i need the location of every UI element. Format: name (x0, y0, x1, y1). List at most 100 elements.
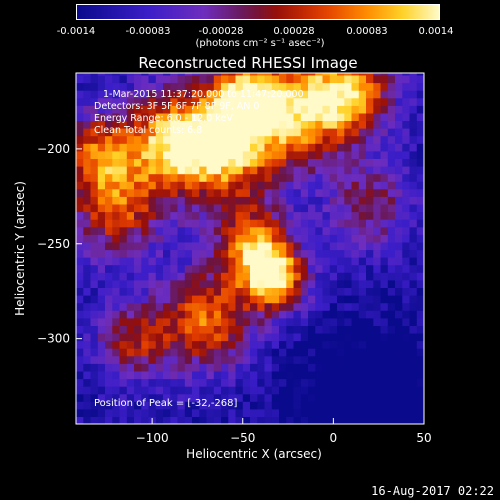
heatmap-cell (148, 188, 157, 197)
heatmap-cell (177, 257, 186, 266)
heatmap-cell (163, 226, 171, 235)
heatmap-cell (105, 97, 113, 106)
heatmap-cell (373, 105, 382, 114)
heatmap-cell (300, 416, 309, 424)
heatmap-cell (97, 120, 106, 129)
heatmap-cell (213, 82, 222, 91)
heatmap-cell (257, 97, 266, 106)
heatmap-cell (206, 279, 215, 288)
heatmap-cell (184, 143, 193, 152)
heatmap-cell (358, 105, 367, 114)
heatmap-cell (264, 249, 273, 258)
heatmap-cell (315, 97, 324, 106)
heatmap-cell (286, 393, 295, 402)
heatmap-cell (170, 340, 179, 349)
heatmap-cell (221, 173, 229, 182)
heatmap-cell (271, 135, 280, 144)
heatmap-cell (76, 73, 84, 76)
heatmap-cell (206, 73, 215, 76)
heatmap-cell (134, 363, 142, 372)
heatmap-cell (402, 97, 411, 106)
heatmap-cell (387, 128, 396, 137)
heatmap-cell (105, 173, 113, 182)
heatmap-cell (351, 272, 360, 281)
heatmap-cell (286, 249, 295, 258)
heatmap-cell (242, 317, 251, 326)
heatmap-cell (76, 90, 84, 99)
heatmap-cell (293, 249, 302, 258)
heatmap-cell (155, 287, 164, 296)
heatmap-cell (90, 295, 99, 304)
heatmap-cell (366, 196, 374, 205)
heatmap-cell (344, 105, 353, 114)
heatmap-cell (112, 310, 121, 319)
heatmap-cell (97, 340, 106, 349)
heatmap-cell (213, 73, 222, 76)
heatmap-cell (213, 166, 222, 175)
heatmap-cell (402, 416, 411, 424)
heatmap-cell (315, 90, 324, 99)
heatmap-cell (380, 332, 389, 342)
heatmap-cell (119, 386, 128, 395)
heatmap-cell (235, 97, 244, 106)
heatmap-cell (409, 401, 418, 410)
heatmap-cell (184, 264, 193, 273)
heatmap-cell (221, 166, 229, 175)
heatmap-cell (235, 90, 244, 99)
heatmap-cell (134, 249, 142, 258)
heatmap-cell (416, 74, 424, 84)
heatmap-cell (97, 90, 106, 99)
heatmap-cell (221, 325, 229, 334)
y-tick-label: −200 (37, 142, 70, 156)
heatmap-cell (199, 363, 208, 372)
heatmap-cell (257, 332, 266, 342)
heatmap-cell (380, 363, 389, 372)
heatmap-cell (337, 287, 345, 296)
heatmap-cell (380, 128, 389, 137)
heatmap-cell (337, 219, 345, 228)
heatmap-cell (105, 143, 113, 152)
heatmap-cell (308, 90, 316, 99)
heatmap-cell (250, 211, 258, 220)
heatmap-cell (213, 340, 222, 349)
heatmap-cell (373, 332, 382, 342)
heatmap-cell (358, 287, 367, 296)
heatmap-cell (141, 325, 150, 334)
heatmap-cell (206, 226, 215, 235)
heatmap-cell (279, 355, 287, 364)
heatmap-cell (213, 325, 222, 334)
heatmap-cell (148, 408, 157, 417)
heatmap-cell (271, 112, 280, 121)
heatmap-cell (83, 120, 92, 129)
heatmap-cell (300, 158, 309, 167)
heatmap-cell (90, 90, 99, 99)
heatmap-cell (192, 264, 200, 273)
heatmap-cell (184, 363, 193, 372)
heatmap-cell (119, 90, 128, 99)
heatmap-cell (337, 188, 345, 197)
heatmap-cell (242, 310, 251, 319)
heatmap-cell (199, 310, 208, 319)
heatmap-cell (315, 287, 324, 296)
heatmap-cell (235, 393, 244, 402)
heatmap-cell (395, 181, 403, 190)
heatmap-cell (395, 249, 403, 258)
heatmap-cell (112, 82, 121, 91)
heatmap-cell (228, 332, 237, 342)
heatmap-cell (155, 416, 164, 424)
heatmap-cell (395, 234, 403, 243)
heatmap-cell (380, 105, 389, 114)
heatmap-cell (184, 120, 193, 129)
heatmap-cell (141, 74, 150, 84)
heatmap-cell (257, 393, 266, 402)
heatmap-cell (97, 112, 106, 121)
heatmap-cell (250, 249, 258, 258)
heatmap-cell (366, 150, 374, 159)
heatmap-cell (242, 82, 251, 91)
heatmap-cell (271, 325, 280, 334)
chart-title: Reconstructed RHESSI Image (138, 54, 358, 72)
heatmap-cell (206, 188, 215, 197)
heatmap-cell (257, 408, 266, 417)
heatmap-cell (76, 348, 84, 357)
heatmap-cell (177, 363, 186, 372)
